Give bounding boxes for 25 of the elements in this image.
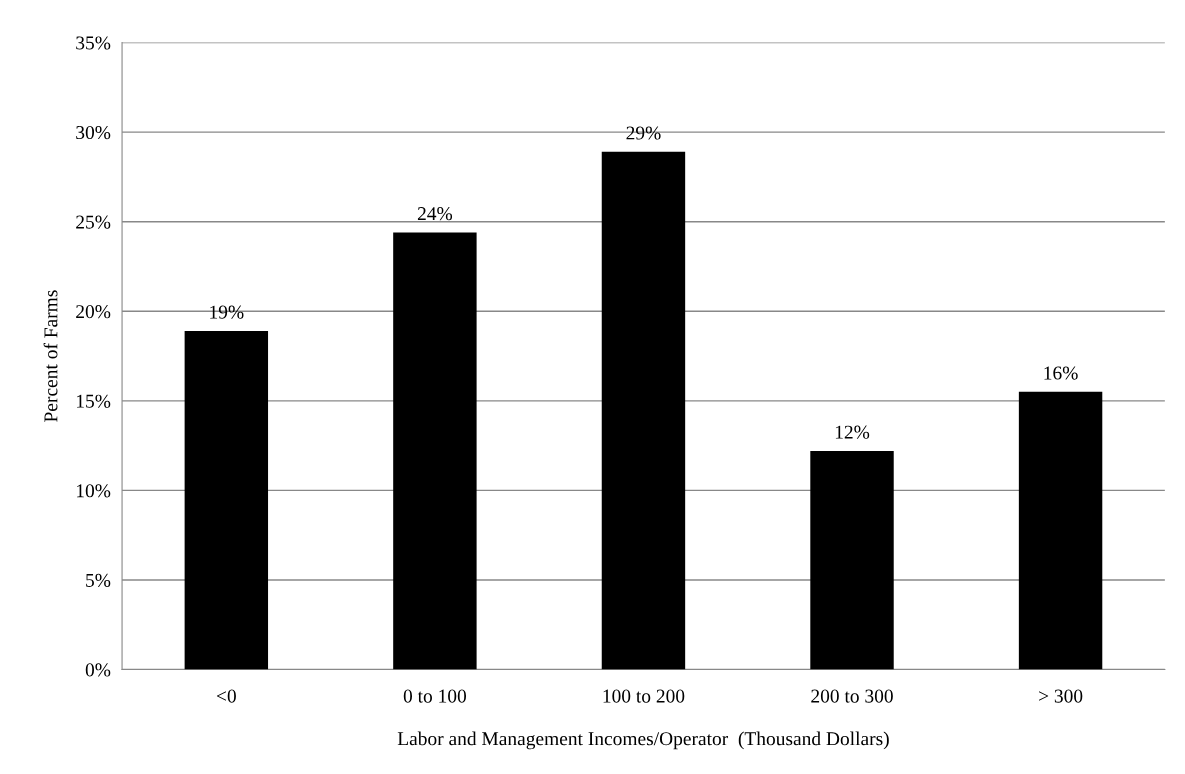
data-label: 19% xyxy=(210,305,244,319)
y-tick-label: 10% xyxy=(77,484,111,498)
bar xyxy=(601,151,686,670)
y-tick-label: 0% xyxy=(85,663,111,677)
y-axis-title: Percent of Farms xyxy=(43,290,58,422)
y-tick-label: 25% xyxy=(76,215,111,229)
x-tick-label: 0 to 100 xyxy=(403,689,467,703)
y-tick-label: 5% xyxy=(86,573,111,587)
y-tick-label: 15% xyxy=(77,394,111,408)
x-tick-label: 100 to 200 xyxy=(603,689,685,703)
bar xyxy=(393,232,477,670)
bar xyxy=(184,330,269,670)
bar xyxy=(810,450,894,670)
x-tick-label: > 300 xyxy=(1039,689,1083,703)
x-tick-label: <0 xyxy=(216,689,236,703)
data-label: 24% xyxy=(417,207,453,221)
bar xyxy=(1018,391,1103,670)
y-tick-label: 35% xyxy=(76,36,111,50)
data-label: 16% xyxy=(1044,366,1078,380)
x-tick-label: 200 to 300 xyxy=(811,689,893,703)
data-label: 12% xyxy=(835,425,870,439)
x-axis-title: Labor and Management Incomes/Operator (Thousand Dollars) xyxy=(397,731,889,750)
y-tick-label: 30% xyxy=(76,125,111,140)
data-label: 29% xyxy=(626,126,661,140)
y-tick-label: 20% xyxy=(76,305,111,319)
